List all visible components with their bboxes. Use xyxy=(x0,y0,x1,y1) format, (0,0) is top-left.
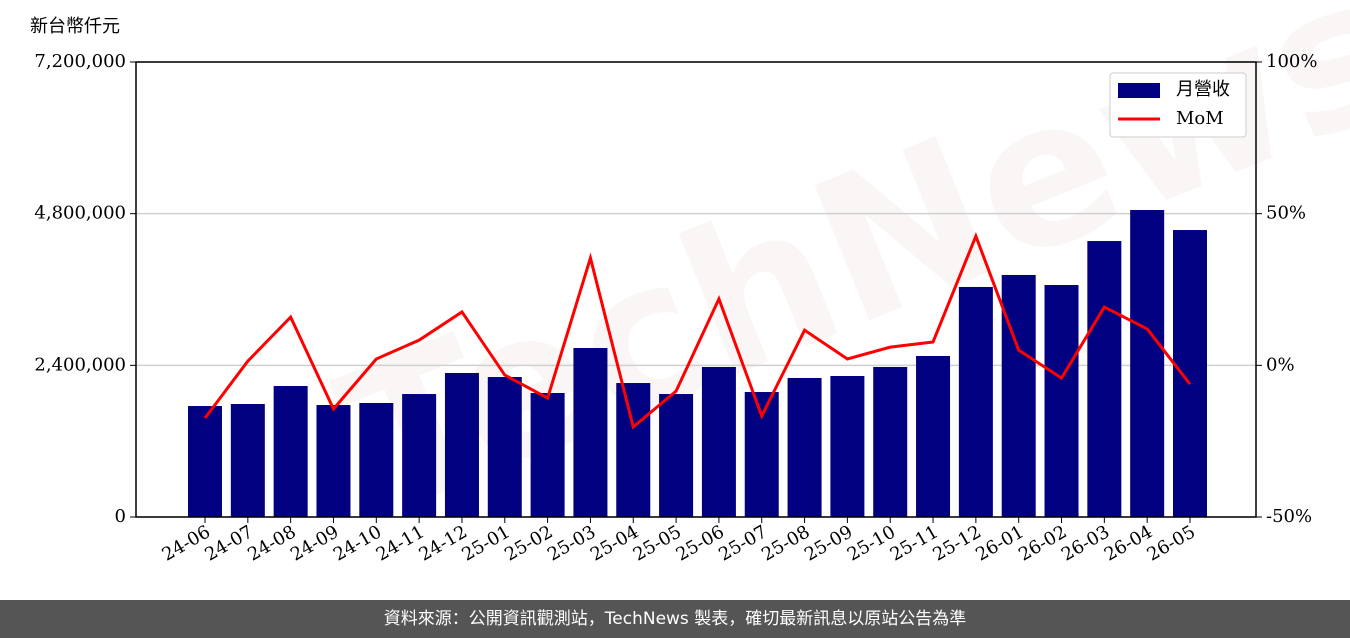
y-tick-label: 2,400,000 xyxy=(34,354,126,375)
y2-tick-label: 0% xyxy=(1266,354,1295,375)
bar xyxy=(873,366,908,517)
y2-tick-label: 50% xyxy=(1266,203,1306,224)
x-tick-label: 24-07 xyxy=(201,521,256,565)
bar xyxy=(1044,285,1079,517)
x-tick-label: 25-08 xyxy=(758,521,813,565)
x-tick-label: 24-08 xyxy=(244,521,299,565)
y2-tick-label: 100% xyxy=(1266,51,1317,72)
y-axis-label: 新台幣仟元 xyxy=(30,16,120,37)
x-tick-label: 25-02 xyxy=(501,521,556,565)
x-tick-label: 26-03 xyxy=(1058,521,1113,565)
x-tick-label: 25-04 xyxy=(587,521,642,565)
bar xyxy=(402,394,437,517)
footer-bar xyxy=(0,600,1350,638)
bar xyxy=(701,366,736,517)
x-tick-label: 25-11 xyxy=(887,521,942,565)
legend-swatch xyxy=(1118,83,1160,98)
bar xyxy=(744,392,779,517)
y-tick-label: 4,800,000 xyxy=(34,203,126,224)
bar xyxy=(188,406,222,517)
x-tick-label: 25-06 xyxy=(672,521,727,565)
bar xyxy=(444,372,479,517)
bar xyxy=(958,286,993,517)
bar xyxy=(787,377,822,517)
y2-tick-label: -50% xyxy=(1266,506,1312,527)
bar xyxy=(1173,230,1207,517)
x-tick-label: 25-05 xyxy=(630,521,685,565)
x-tick-label: 24-09 xyxy=(287,521,342,565)
bar xyxy=(1087,241,1122,518)
x-tick-label: 26-01 xyxy=(972,521,1027,565)
bar xyxy=(230,404,265,517)
bar xyxy=(616,383,651,517)
footer: 資料來源：公開資訊觀測站，TechNews 製表，確切最新訊息以原站公告為準 xyxy=(384,609,966,629)
bar xyxy=(830,376,865,517)
legend-label: MoM xyxy=(1176,108,1224,129)
x-tick-label: 25-09 xyxy=(801,521,856,565)
x-tick-label: 26-04 xyxy=(1101,521,1156,565)
x-tick-label: 25-12 xyxy=(929,521,984,565)
bar xyxy=(530,393,565,517)
plot-frame xyxy=(135,61,1257,518)
line xyxy=(203,231,1192,430)
bar xyxy=(573,348,608,517)
x-tick-label: 24-10 xyxy=(330,521,385,565)
y-tick-label: 0 xyxy=(115,506,126,527)
x-tick-label: 25-10 xyxy=(844,521,899,565)
bar xyxy=(487,377,522,517)
legend-label: 月營收 xyxy=(1176,79,1230,100)
bar xyxy=(316,405,351,517)
x-tick-label: 25-03 xyxy=(544,521,599,565)
bar xyxy=(916,355,951,517)
y-tick-label: 7,200,000 xyxy=(34,51,126,72)
bar xyxy=(659,394,694,517)
bar xyxy=(1001,274,1036,517)
x-tick-label: 24-06 xyxy=(159,521,214,565)
x-tick-label: 26-05 xyxy=(1144,521,1199,565)
bar xyxy=(359,402,394,517)
x-tick-label: 25-07 xyxy=(715,521,770,565)
x-tick-label: 26-02 xyxy=(1015,521,1070,565)
bar xyxy=(1130,210,1165,517)
bar xyxy=(273,385,308,517)
